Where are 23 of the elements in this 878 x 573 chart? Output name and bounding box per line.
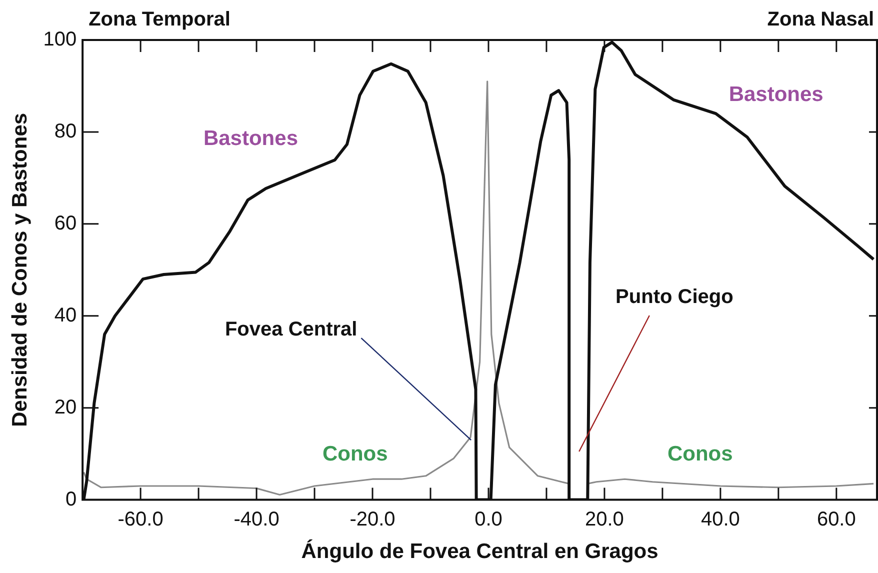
text: Conos <box>667 442 733 466</box>
y-tick-label: 80 <box>54 120 77 142</box>
text: Zona Nasal <box>767 8 874 31</box>
x-axis-title: Ángulo de Fovea Central en Gragos <box>301 539 658 564</box>
x-tick-label: 20.0 <box>584 508 624 530</box>
y-tick-label: 100 <box>43 28 77 51</box>
series-label: Conos <box>322 442 388 466</box>
y-tick-label: 60 <box>54 212 77 234</box>
series-label: Bastones <box>728 82 824 106</box>
y-tick-label: 20 <box>54 396 77 418</box>
x-tick-label: 0.0 <box>474 508 502 530</box>
annotation: Punto Ciego <box>616 286 734 308</box>
y-tick-label: 0 <box>65 488 77 510</box>
x-tick-label: -40.0 <box>234 508 280 530</box>
y-tick-label: 40 <box>54 304 77 326</box>
y-axis-title: Densidad de Conos y Bastones <box>8 112 32 427</box>
text: Zona Temporal <box>88 8 230 31</box>
x-tick-label: -60.0 <box>118 508 164 530</box>
x-tick-label: 40.0 <box>700 508 740 530</box>
x-tick-label: -20.0 <box>350 508 396 530</box>
annotation: Fovea Central <box>224 318 358 341</box>
text: Bastones <box>203 127 298 150</box>
x-tick-label: 60.0 <box>816 508 856 530</box>
